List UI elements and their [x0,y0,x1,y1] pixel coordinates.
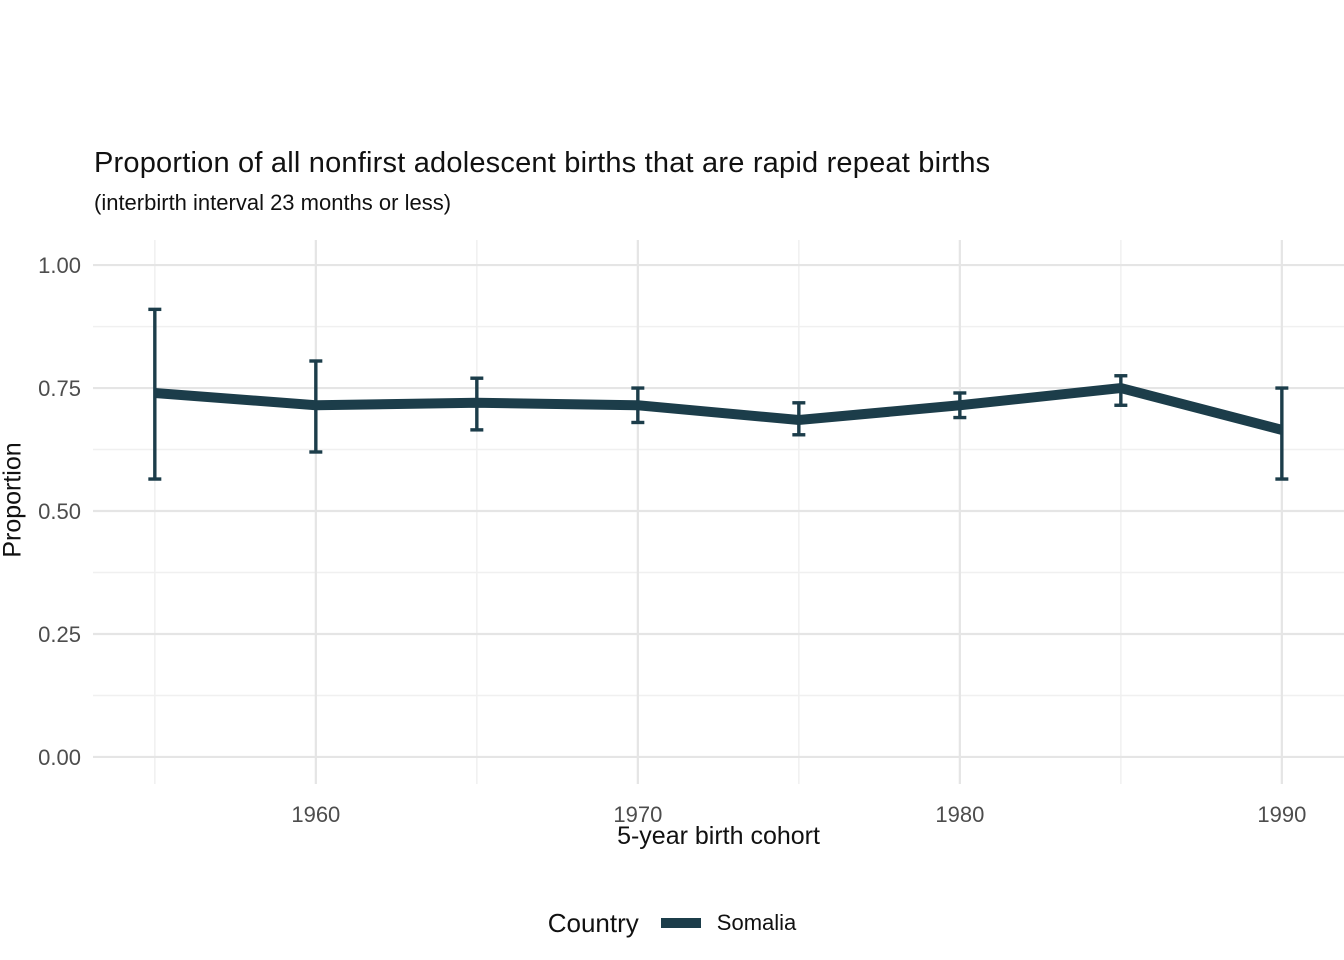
legend-title: Country [547,907,639,938]
y-tick-label: 0.00 [38,745,81,770]
x-tick-label: 1980 [935,802,984,827]
legend-entry-somalia: Somalia [716,910,797,935]
x-tick-label: 1960 [291,802,340,827]
y-tick-label: 0.25 [38,622,81,647]
y-tick-label: 0.50 [38,499,81,524]
x-axis-title: 5-year birth cohort [617,822,820,850]
y-tick-label: 1.00 [38,253,81,278]
chart-title: Proportion of all nonfirst adolescent bi… [94,147,991,179]
legend-line-swatch [660,918,701,928]
y-axis-title: Proportion [0,442,27,558]
legend: Country Somalia [0,903,1344,943]
x-tick-label: 1990 [1257,802,1306,827]
chart-subtitle: (interbirth interval 23 months or less) [94,190,452,215]
x-tick-label: 1970 [613,802,662,827]
y-tick-label: 0.75 [38,376,81,401]
series-line-somalia [154,382,1284,435]
